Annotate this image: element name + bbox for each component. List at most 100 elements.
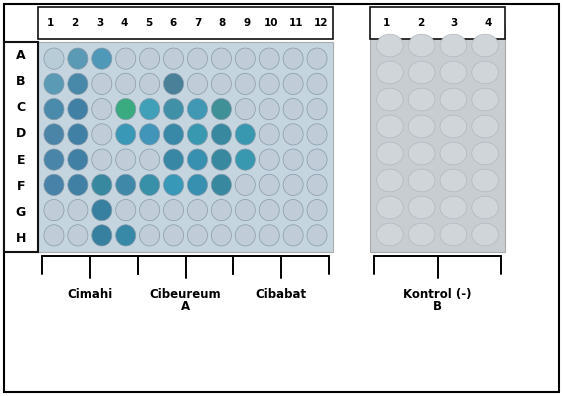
Ellipse shape (68, 48, 88, 69)
Text: 2: 2 (72, 18, 78, 28)
Ellipse shape (283, 124, 303, 145)
Ellipse shape (115, 48, 136, 69)
Ellipse shape (140, 99, 160, 120)
Ellipse shape (377, 61, 403, 84)
Text: 5: 5 (145, 18, 152, 28)
Ellipse shape (283, 149, 303, 170)
Text: 11: 11 (289, 18, 303, 28)
Text: H: H (16, 232, 26, 246)
Ellipse shape (187, 73, 208, 95)
Ellipse shape (115, 174, 136, 196)
Ellipse shape (92, 73, 112, 95)
Ellipse shape (140, 149, 160, 170)
Ellipse shape (259, 99, 279, 120)
Ellipse shape (211, 73, 231, 95)
Ellipse shape (140, 73, 160, 95)
Ellipse shape (283, 73, 303, 95)
Ellipse shape (44, 149, 64, 170)
Ellipse shape (44, 99, 64, 120)
Ellipse shape (440, 223, 467, 246)
Ellipse shape (235, 149, 256, 170)
Ellipse shape (92, 225, 112, 246)
Ellipse shape (211, 48, 231, 69)
Ellipse shape (92, 149, 112, 170)
Ellipse shape (163, 225, 184, 246)
Ellipse shape (307, 174, 327, 196)
Text: 4: 4 (484, 18, 492, 28)
Ellipse shape (235, 200, 256, 221)
Ellipse shape (163, 200, 184, 221)
Ellipse shape (235, 73, 256, 95)
Ellipse shape (472, 88, 498, 111)
Text: F: F (17, 180, 25, 193)
Text: Cibeureum: Cibeureum (150, 288, 221, 301)
Ellipse shape (472, 223, 498, 246)
Ellipse shape (472, 34, 498, 57)
Ellipse shape (92, 48, 112, 69)
Text: 8: 8 (219, 18, 226, 28)
Ellipse shape (44, 225, 64, 246)
Ellipse shape (472, 61, 498, 84)
Ellipse shape (115, 149, 136, 170)
Ellipse shape (472, 142, 498, 165)
Ellipse shape (283, 99, 303, 120)
Ellipse shape (259, 225, 279, 246)
Ellipse shape (283, 225, 303, 246)
Ellipse shape (115, 124, 136, 145)
Text: 2: 2 (417, 18, 425, 28)
Ellipse shape (307, 48, 327, 69)
Ellipse shape (187, 225, 208, 246)
Text: B: B (16, 75, 26, 88)
Ellipse shape (211, 124, 231, 145)
Ellipse shape (377, 142, 403, 165)
Ellipse shape (68, 99, 88, 120)
Text: 9: 9 (243, 18, 251, 28)
Ellipse shape (307, 225, 327, 246)
Ellipse shape (259, 149, 279, 170)
Ellipse shape (377, 223, 403, 246)
Ellipse shape (68, 200, 88, 221)
Ellipse shape (187, 174, 208, 196)
Ellipse shape (259, 48, 279, 69)
Ellipse shape (440, 61, 467, 84)
Ellipse shape (163, 124, 184, 145)
Ellipse shape (259, 174, 279, 196)
Text: 7: 7 (194, 18, 202, 28)
FancyBboxPatch shape (38, 7, 333, 39)
Ellipse shape (235, 48, 256, 69)
Ellipse shape (44, 48, 64, 69)
Text: A: A (181, 300, 190, 313)
Text: E: E (17, 154, 25, 167)
Text: D: D (16, 128, 26, 140)
Ellipse shape (283, 174, 303, 196)
Ellipse shape (377, 88, 403, 111)
Ellipse shape (68, 225, 88, 246)
Text: B: B (433, 300, 442, 313)
Text: 1: 1 (47, 18, 54, 28)
Ellipse shape (68, 149, 88, 170)
Text: 4: 4 (120, 18, 128, 28)
Text: 12: 12 (314, 18, 328, 28)
Ellipse shape (115, 73, 136, 95)
Text: Cimahi: Cimahi (67, 288, 113, 301)
Text: 1: 1 (383, 18, 391, 28)
Ellipse shape (307, 200, 327, 221)
Ellipse shape (408, 88, 435, 111)
Ellipse shape (307, 149, 327, 170)
Ellipse shape (187, 99, 208, 120)
Ellipse shape (377, 196, 403, 219)
FancyBboxPatch shape (38, 42, 333, 252)
Ellipse shape (44, 124, 64, 145)
FancyBboxPatch shape (4, 42, 38, 252)
Ellipse shape (140, 174, 160, 196)
Ellipse shape (472, 169, 498, 192)
Ellipse shape (140, 48, 160, 69)
Text: Kontrol (-): Kontrol (-) (403, 288, 472, 301)
Ellipse shape (211, 200, 231, 221)
Ellipse shape (187, 149, 208, 170)
Ellipse shape (68, 174, 88, 196)
Ellipse shape (472, 196, 498, 219)
Ellipse shape (440, 196, 467, 219)
Ellipse shape (440, 88, 467, 111)
Text: A: A (16, 49, 26, 62)
